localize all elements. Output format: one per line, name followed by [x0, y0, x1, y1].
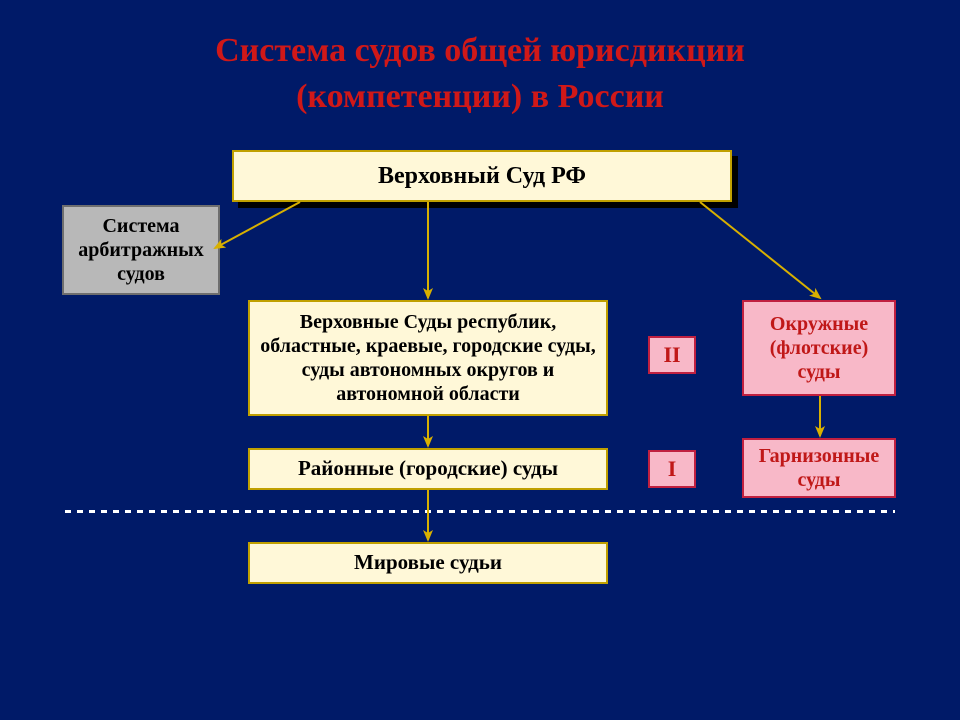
node-district-military: Окружные (флотские) суды — [742, 300, 896, 396]
node-district-military-label: Окружные (флотские) суды — [752, 312, 886, 384]
node-supreme-court: Верховный Суд РФ — [232, 150, 732, 202]
badge-2-label: II — [663, 342, 680, 368]
diagram-title: Система судов общей юрисдикции (компетен… — [0, 28, 960, 120]
separator-dashed-line — [65, 510, 895, 513]
node-regional-courts: Верховные Суды республик, областные, кра… — [248, 300, 608, 416]
badge-1-label: I — [668, 456, 677, 482]
title-line-1: Система судов общей юрисдикции — [0, 28, 960, 74]
instance-badge-2: II — [648, 336, 696, 374]
node-arbitration-label: Система арбитражных судов — [72, 214, 210, 286]
instance-badge-1: I — [648, 450, 696, 488]
node-garrison-label: Гарнизонные суды — [752, 444, 886, 492]
node-rayon-courts: Районные (городские) суды — [248, 448, 608, 490]
node-magistrates: Мировые судьи — [248, 542, 608, 584]
node-regional-label: Верховные Суды республик, областные, кра… — [258, 310, 598, 406]
node-rayon-label: Районные (городские) суды — [298, 456, 558, 481]
node-arbitration: Система арбитражных судов — [62, 205, 220, 295]
node-garrison-courts: Гарнизонные суды — [742, 438, 896, 498]
node-supreme-label: Верховный Суд РФ — [378, 162, 586, 191]
title-line-2: (компетенции) в России — [0, 74, 960, 120]
diagram-stage: Система судов общей юрисдикции (компетен… — [0, 0, 960, 720]
node-mirovye-label: Мировые судьи — [354, 550, 502, 575]
